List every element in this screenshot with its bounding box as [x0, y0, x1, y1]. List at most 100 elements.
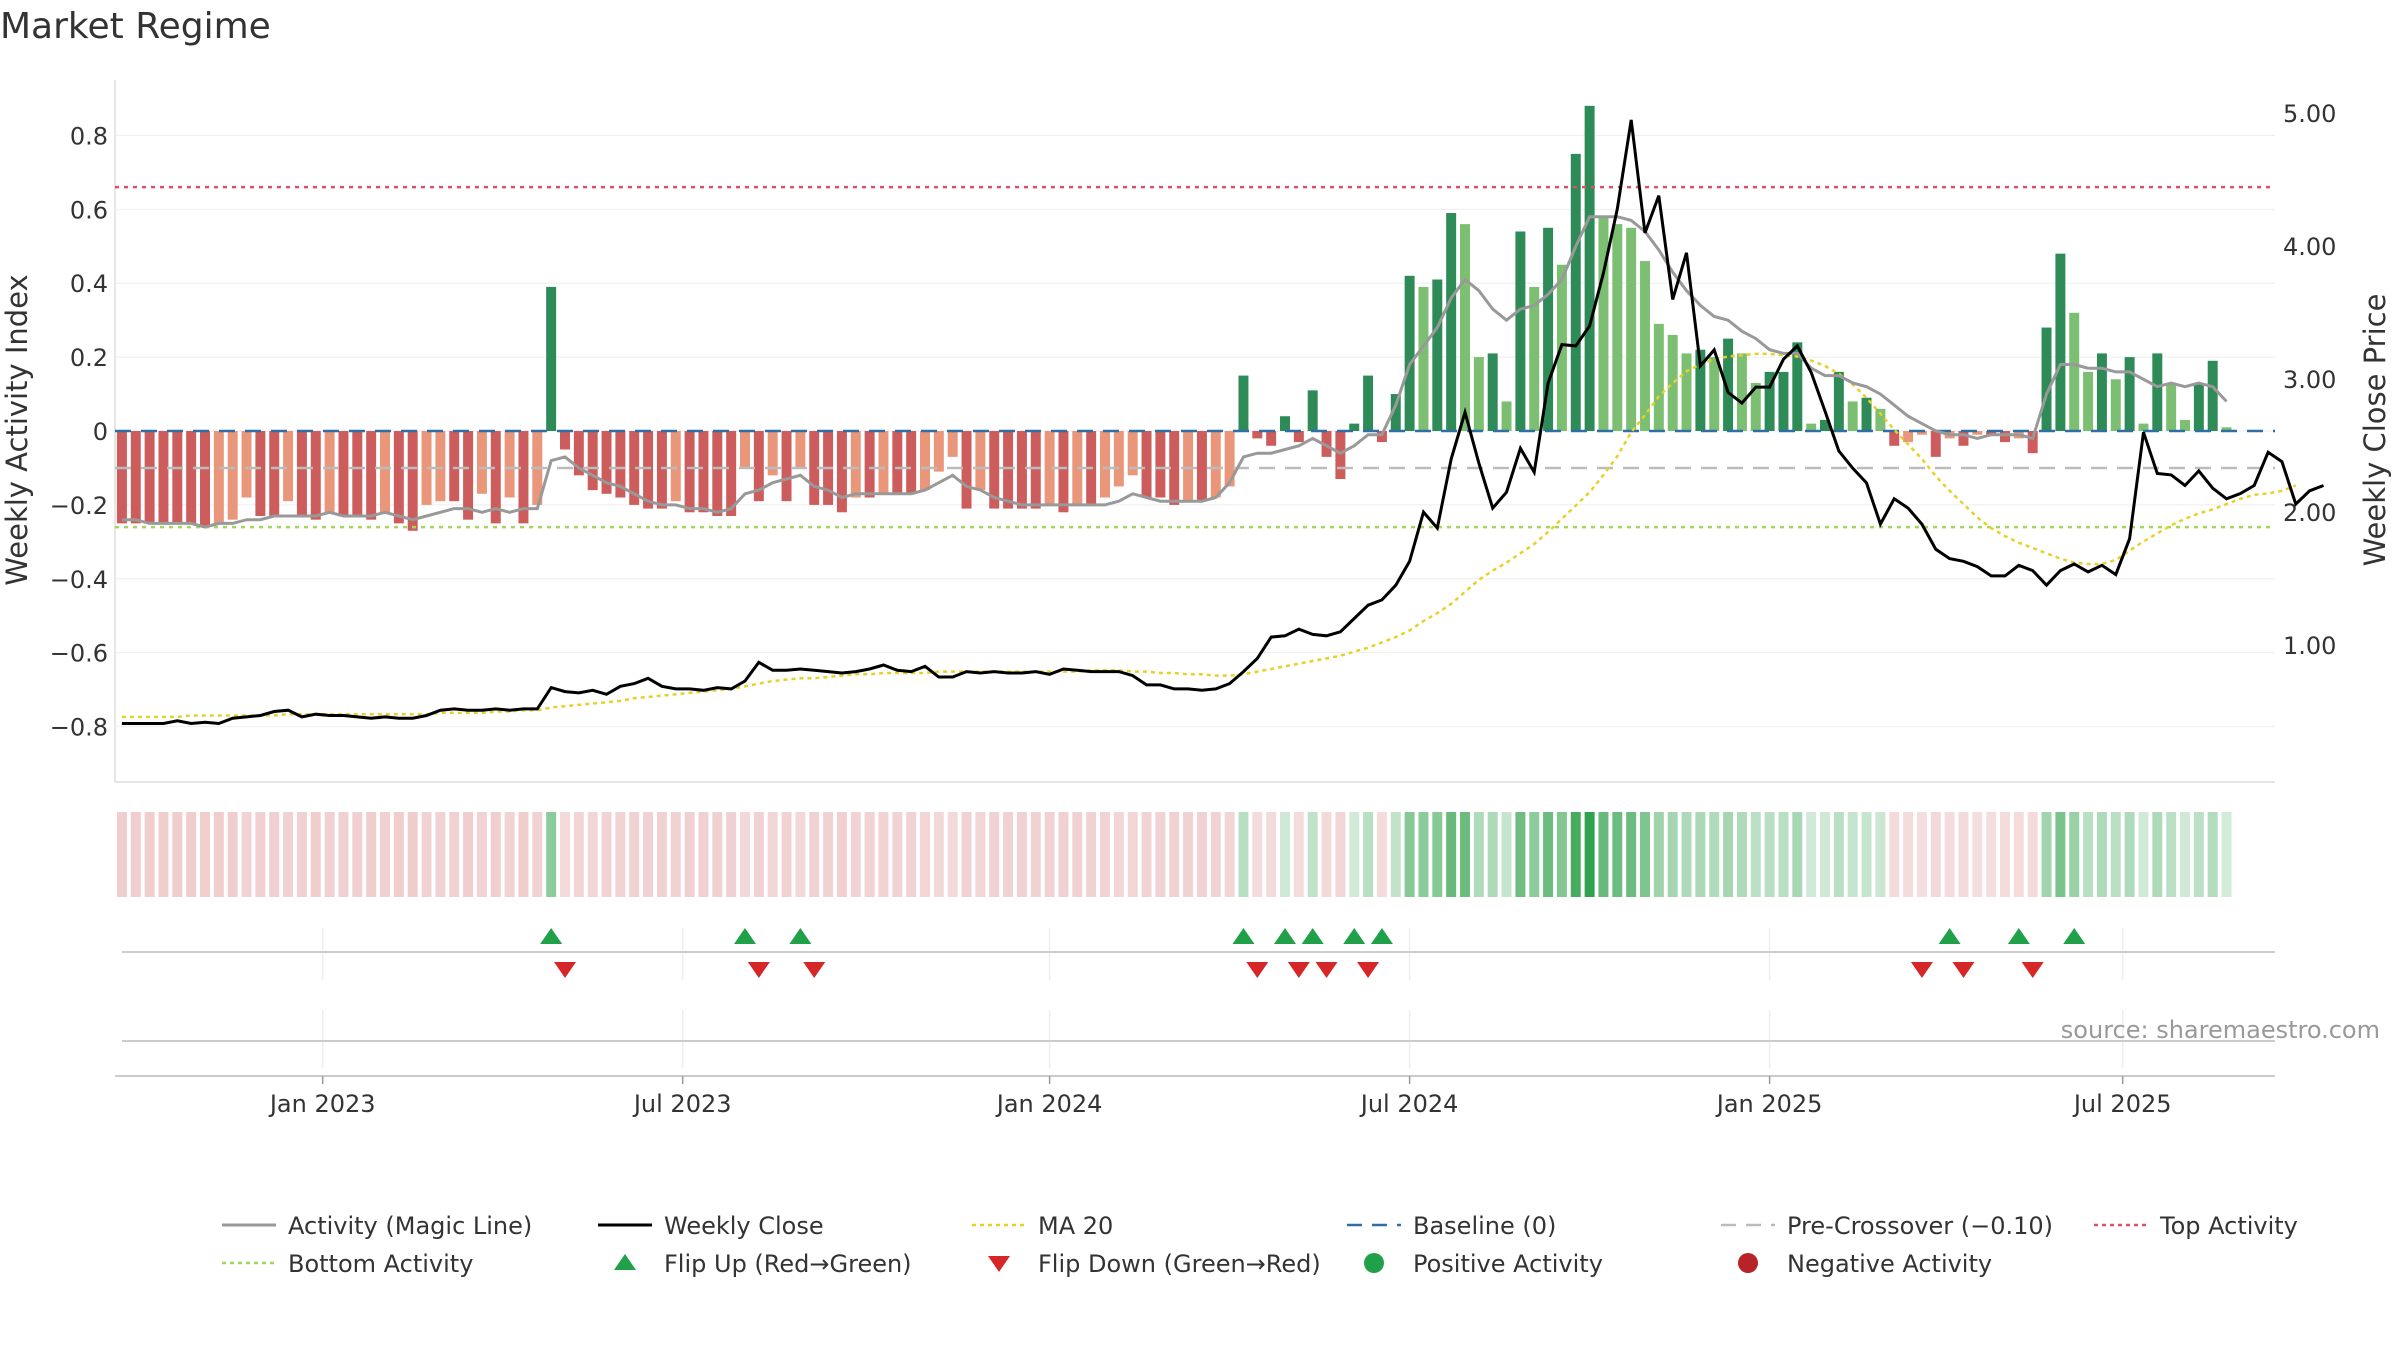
activity-bar: [130, 431, 141, 524]
regime-strip-cell: [504, 812, 515, 897]
regime-strip-cell: [1058, 812, 1069, 897]
activity-bar: [1003, 431, 1014, 509]
activity-bar: [352, 431, 363, 516]
regime-strip-cell: [449, 812, 460, 897]
regime-strip-cell: [2180, 812, 2190, 897]
legend-label: Top Activity: [2159, 1212, 2298, 1240]
regime-strip-cell: [1321, 812, 1332, 897]
activity-bar: [767, 431, 778, 476]
legend-swatch: [614, 1254, 636, 1270]
flip-up-marker: [2063, 928, 2086, 944]
activity-bar: [393, 431, 404, 524]
regime-strip-cell: [1155, 812, 1166, 897]
regime-strip-cell: [2027, 812, 2038, 897]
regime-strip-cell: [1072, 812, 1083, 897]
activity-bar: [1030, 431, 1041, 509]
activity-bar: [1792, 342, 1803, 431]
regime-strip-cell: [116, 812, 127, 897]
regime-strip-cell: [2193, 812, 2204, 897]
activity-bar: [1861, 397, 1872, 431]
regime-strip-cell: [1363, 812, 1374, 897]
legend-label: Positive Activity: [1413, 1250, 1603, 1278]
activity-bar: [1723, 338, 1734, 431]
activity-bar: [975, 431, 986, 491]
regime-strip-cell: [2013, 812, 2024, 897]
regime-strip-cell: [670, 812, 681, 897]
activity-bar: [1653, 323, 1664, 431]
regime-strip-cell: [1612, 812, 1623, 897]
left-tick-label: −0.2: [50, 492, 108, 520]
regime-strip-cell: [255, 812, 266, 897]
regime-strip-cell: [975, 812, 986, 897]
activity-bar: [1169, 431, 1180, 505]
activity-bar: [1889, 431, 1900, 446]
regime-strip-cell: [795, 812, 806, 897]
regime-strip-cell: [989, 812, 1000, 897]
activity-bar: [670, 431, 681, 502]
regime-strip-cell: [656, 812, 667, 897]
activity-bar: [1501, 401, 1512, 431]
regime-strip-cell: [144, 812, 155, 897]
activity-bar: [2055, 253, 2066, 431]
activity-bar: [1349, 423, 1360, 431]
regime-strip-cell: [2124, 812, 2135, 897]
activity-bar: [504, 431, 515, 498]
activity-bar: [227, 431, 238, 520]
regime-strip-cell: [2152, 812, 2163, 897]
regime-strip-cell: [1127, 812, 1138, 897]
activity-bar: [476, 431, 487, 494]
activity-bar: [324, 431, 335, 513]
activity-bar: [1210, 431, 1221, 498]
regime-strip-cell: [615, 812, 626, 897]
regime-strip-cell: [158, 812, 169, 897]
legend-item: Bottom Activity: [222, 1250, 473, 1278]
regime-strip-cell: [518, 812, 529, 897]
activity-bar: [1695, 349, 1706, 431]
activity-bar: [1972, 431, 1983, 435]
regime-strip-cell: [601, 812, 612, 897]
activity-bar: [1141, 431, 1152, 498]
activity-bar: [560, 431, 570, 450]
regime-strip-cell: [1820, 812, 1830, 897]
activity-bar: [1266, 431, 1277, 446]
flip-down-marker: [1287, 962, 1310, 978]
activity-bar: [1432, 279, 1443, 431]
regime-strip-cell: [1792, 812, 1803, 897]
activity-bar: [546, 286, 557, 431]
activity-bar: [753, 431, 764, 502]
activity-bar: [186, 431, 197, 524]
legend-label: Weekly Close: [664, 1212, 824, 1240]
regime-strip-cell: [393, 812, 404, 897]
regime-strip-cell: [1404, 812, 1415, 897]
activity-bar: [1584, 105, 1595, 431]
activity-bar: [1736, 353, 1747, 431]
activity-bar: [698, 431, 709, 513]
left-tick-label: 0.4: [70, 270, 108, 298]
regime-strip-cell: [1723, 812, 1734, 897]
regime-strip-cell: [2069, 812, 2080, 897]
activity-bar: [158, 431, 169, 524]
activity-bar: [1916, 431, 1927, 435]
activity-bar: [200, 431, 210, 528]
regime-strip-cell: [1446, 812, 1457, 897]
regime-strip-cell: [1307, 812, 1318, 897]
regime-strip-cell: [476, 812, 487, 897]
activity-bar: [1044, 431, 1055, 505]
activity-bar: [283, 431, 294, 502]
regime-strip-cell: [1875, 812, 1886, 897]
left-tick-label: −0.4: [50, 566, 108, 594]
activity-bar: [961, 431, 972, 509]
regime-strip-cell: [1280, 812, 1290, 897]
activity-bar: [1376, 431, 1387, 443]
regime-strip-cell: [1487, 812, 1498, 897]
regime-strip-cell: [366, 812, 377, 897]
activity-bar: [726, 431, 737, 516]
activity-bar: [1238, 375, 1249, 431]
regime-strip-cell: [643, 812, 654, 897]
legend-item: Negative Activity: [1738, 1250, 1992, 1278]
regime-strip-cell: [490, 812, 501, 897]
regime-strip-cell: [213, 812, 224, 897]
activity-bar: [435, 431, 446, 502]
activity-bar: [1543, 227, 1554, 431]
flip-up-marker: [2007, 928, 2030, 944]
